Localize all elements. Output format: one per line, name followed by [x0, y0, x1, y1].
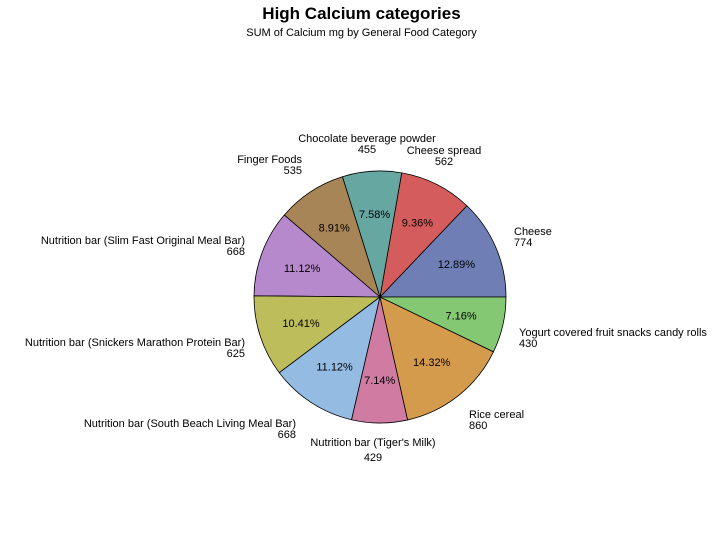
- chart-title: High Calcium categories: [262, 4, 461, 23]
- slice-percent-label: 11.12%: [284, 263, 321, 275]
- slice-value-label: 774: [514, 237, 532, 249]
- slice-category-label: Rice cereal: [469, 409, 524, 421]
- chart-subtitle: SUM of Calcium mg by General Food Catego…: [246, 27, 477, 39]
- slice-value-label: 535: [284, 165, 302, 177]
- slice-percent-label: 7.14%: [364, 375, 395, 387]
- pie-slice: [379, 296, 494, 421]
- slice-category-label: Yogurt covered fruit snacks candy rolls: [519, 327, 707, 339]
- slice-percent-label: 11.12%: [316, 362, 353, 374]
- slice-category-label: Cheese: [514, 226, 552, 238]
- slice-value-label: 668: [278, 429, 296, 441]
- slice-category-label: Nutrition bar (Snickers Marathon Protein…: [25, 337, 245, 349]
- slice-category-label: Chocolate beverage powder: [298, 133, 436, 145]
- pie-slice: [278, 296, 381, 421]
- slice-value-label: 860: [469, 420, 487, 432]
- pie-slice: [253, 214, 382, 298]
- slice-category-label: Finger Foods: [237, 154, 302, 166]
- slice-value-label: 668: [227, 246, 245, 258]
- slice-category-label: Cheese spread: [407, 145, 482, 157]
- pie-slices: [253, 170, 507, 424]
- slice-value-label: 562: [435, 156, 453, 168]
- pie-slice: [379, 296, 507, 353]
- slice-category-label: Nutrition bar (Tiger's Milk): [310, 437, 435, 449]
- pie-slice: [253, 295, 382, 374]
- percent-labels: 12.89% 9.36% 7.58% 8.91% 11.12% 10.41% 11.12% 7…: [282, 209, 477, 387]
- slice-category-label: Nutrition bar (Slim Fast Original Meal B…: [41, 235, 245, 247]
- slice-percent-label: 10.41%: [282, 318, 320, 330]
- slice-value-label: 429: [364, 452, 382, 464]
- slice-percent-label: 7.58%: [359, 209, 390, 221]
- pie-slice: [379, 205, 507, 298]
- slice-value-label: 430: [519, 338, 537, 350]
- slice-percent-label: 7.16%: [445, 311, 476, 323]
- slice-value-label: 455: [358, 144, 376, 156]
- slice-category-label: Nutrition bar (South Beach Living Meal B…: [84, 418, 296, 430]
- slice-percent-label: 12.89%: [438, 259, 476, 271]
- slice-percent-label: 14.32%: [413, 357, 451, 369]
- slice-percent-label: 8.91%: [319, 223, 350, 235]
- slice-value-label: 625: [227, 348, 245, 360]
- slice-percent-label: 9.36%: [402, 218, 433, 230]
